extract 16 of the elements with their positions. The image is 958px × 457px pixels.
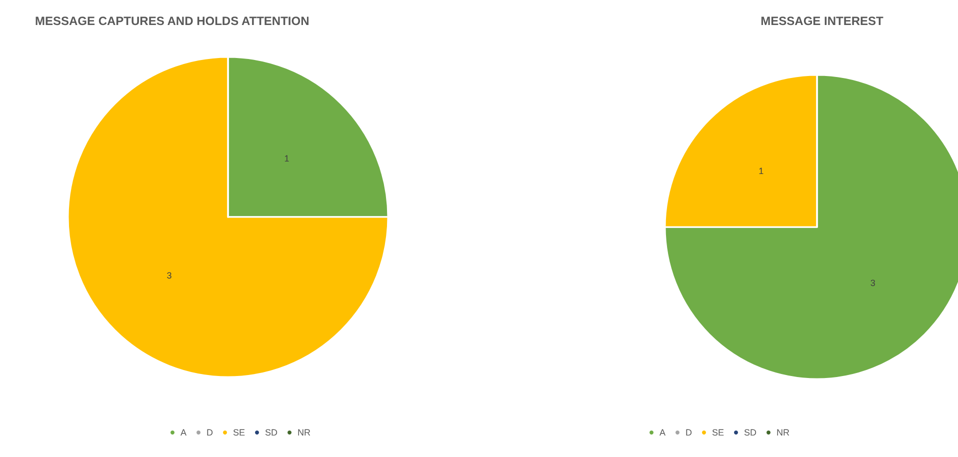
legend-label: SD [744, 428, 758, 438]
legend-label: NR [298, 428, 312, 438]
legend-label: A [180, 428, 187, 438]
legend-label: D [206, 428, 214, 438]
chart-title: MESSAGE CAPTURES AND HOLDS ATTENTION [35, 14, 310, 28]
legend-label: SE [712, 428, 724, 438]
legend-label: SE [233, 428, 246, 438]
legend-label: A [659, 428, 666, 438]
data-label: 3 [166, 270, 172, 281]
legend-label: D [686, 428, 692, 438]
data-label: 1 [284, 153, 290, 164]
legend-label: SD [265, 428, 278, 438]
data-label: 1 [758, 166, 764, 176]
legend-label: NR [776, 428, 790, 438]
chart-title: MESSAGE INTEREST [760, 14, 884, 28]
data-label: 3 [870, 278, 876, 288]
